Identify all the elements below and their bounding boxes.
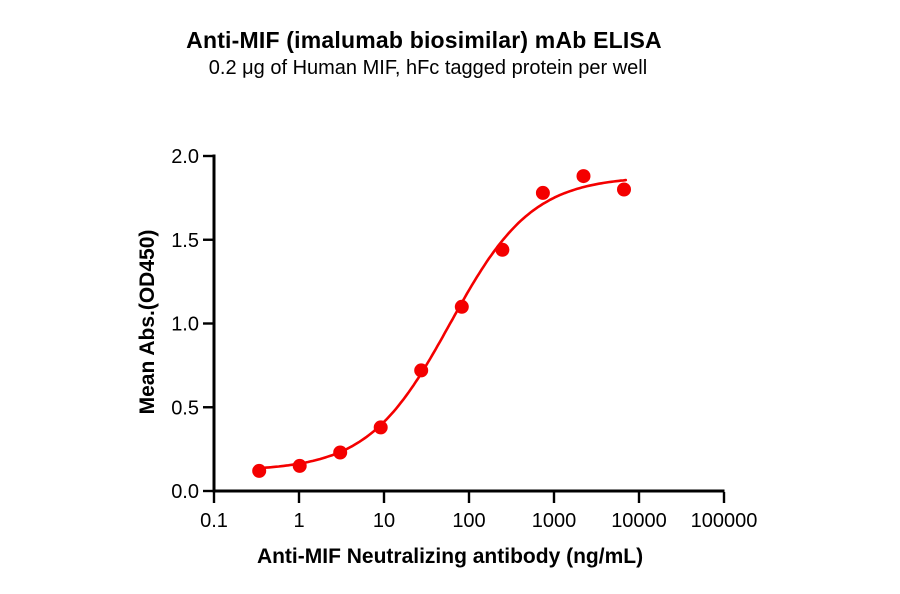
- x-tick-label: 0.1: [200, 510, 228, 532]
- data-point-7: [495, 242, 510, 257]
- data-point-1: [252, 463, 267, 478]
- chart-title: Anti-MIF (imalumab biosimilar) mAb ELISA: [186, 27, 662, 53]
- y-tick-label: 1.5: [171, 230, 199, 252]
- data-point-4: [373, 420, 388, 435]
- x-tick-label: 1: [293, 510, 304, 532]
- x-axis-title: Anti-MIF Neutralizing antibody (ng/mL): [256, 545, 644, 568]
- data-point-9: [576, 169, 591, 184]
- data-point-8: [535, 185, 550, 200]
- data-point-2: [292, 458, 307, 473]
- chart-subtitle: 0.2 μg of Human MIF, hFc tagged protein …: [208, 57, 648, 79]
- y-tick-label: 0.0: [171, 481, 199, 503]
- x-tick-label: 100: [452, 510, 485, 532]
- y-tick-label: 0.5: [171, 397, 199, 419]
- y-tick-label: 2.0: [171, 146, 199, 168]
- data-point-5: [414, 363, 429, 378]
- data-point-6: [454, 299, 469, 314]
- x-tick-label: 100000: [691, 510, 758, 532]
- data-point-10: [617, 182, 631, 197]
- fit-curve: [257, 178, 628, 470]
- data-point-3: [333, 445, 348, 460]
- x-tick-label: 1000: [532, 510, 577, 532]
- x-tick-label: 10000: [611, 510, 667, 532]
- x-tick-label: 10: [373, 510, 395, 532]
- y-tick-label: 1.0: [171, 314, 199, 336]
